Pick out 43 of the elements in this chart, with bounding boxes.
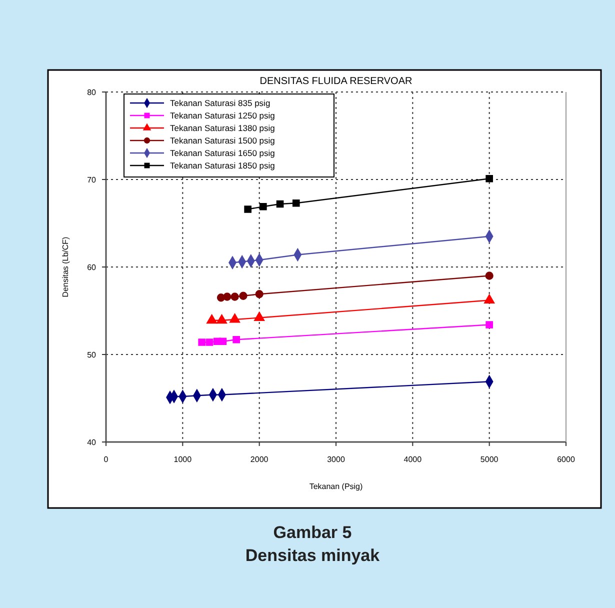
y-axis-title: Densitas (Lb/CF) [61, 236, 70, 298]
point [230, 292, 239, 301]
y-tick-label: 80 [87, 88, 97, 97]
point [244, 206, 252, 213]
point [254, 312, 265, 322]
x-tick-label: 4000 [404, 455, 422, 464]
y-tick-label: 40 [87, 438, 97, 447]
point [229, 313, 240, 323]
point [206, 338, 214, 346]
legend-label: Tekanan Saturasi 1650 psig [170, 148, 276, 158]
y-tick-label: 70 [87, 176, 97, 184]
point [198, 338, 206, 346]
point [486, 174, 493, 182]
point [485, 272, 494, 280]
y-tick-label: 50 [87, 350, 97, 360]
legend-label: Tekanan Saturasi 1850 psig [170, 160, 276, 170]
point [292, 199, 300, 207]
point [484, 294, 495, 304]
point [206, 314, 218, 324]
text: Densitas minyak [245, 546, 380, 565]
point [232, 336, 240, 344]
x-tick-label: 5000 [480, 455, 499, 464]
point [223, 292, 232, 301]
x-tick-label: 1000 [174, 455, 192, 464]
legend-label: Tekanan Saturasi 1250 psig [170, 110, 276, 120]
x-tick-label: 0 [104, 455, 109, 464]
point [486, 321, 493, 328]
point [260, 202, 267, 210]
legend-label: Tekanan Saturasi 1500 psig [170, 136, 276, 146]
point [255, 290, 264, 298]
point [219, 338, 227, 346]
point [276, 200, 284, 208]
legend-label: Tekanan Saturasi 835 psig [170, 98, 270, 108]
y-tick-label: 60 [87, 263, 97, 272]
x-tick-label: 2000 [250, 455, 269, 464]
x-tick-label: 6000 [557, 455, 576, 464]
x-axis-title: Tekanan (Psig) [309, 482, 364, 491]
text: Gambar 5 [273, 523, 352, 542]
point [216, 314, 228, 324]
x-tick-label: 3000 [327, 455, 346, 464]
legend-label: Tekanan Saturasi 1380 psig [170, 123, 276, 133]
point [239, 292, 248, 300]
chart-title: DENSITAS FLUIDA RESERVOAR [260, 76, 412, 87]
